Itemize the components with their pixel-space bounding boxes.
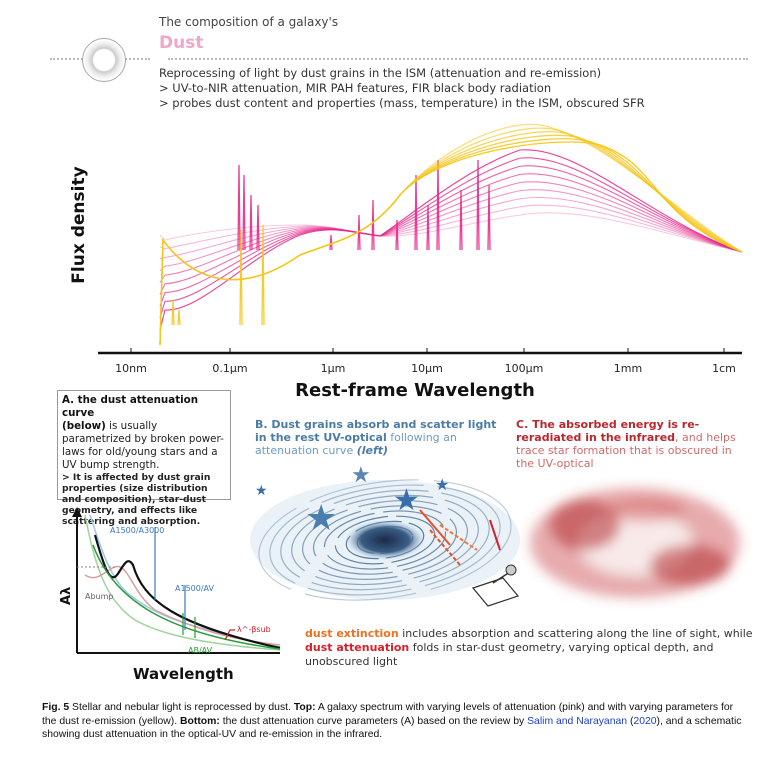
dust-emission-image — [530, 488, 740, 598]
star-tiny2-icon: ★ — [435, 475, 449, 494]
attenuation-curve-plot: A1500/A3000 A1500/AV Abump AB/AV λ^-βsub… — [59, 507, 281, 683]
caption-bottom: Bottom: — [180, 715, 220, 727]
desc-line-1: Reprocessing of light by dust grains in … — [159, 66, 602, 80]
panel-c-text: C. The absorbed energy is re-reradiated … — [516, 418, 741, 470]
bottom-explanation: dust extinction includes absorption and … — [305, 627, 755, 669]
star-large-icon: ★ — [305, 498, 337, 539]
panel-a-title: A. the dust attenuation curve — [62, 394, 199, 419]
att-y-arrow — [72, 507, 82, 517]
bottom-text-2: folds in star-dust geometry, varying opt… — [305, 641, 714, 668]
panel-a-below: (below) — [62, 420, 106, 432]
caption-t4: ), and a schematic showing dust attenuat… — [42, 715, 742, 741]
att-xlabel: Wavelength — [133, 665, 234, 683]
label-ratio3: AB/AV — [188, 646, 213, 655]
divider-right — [168, 58, 748, 60]
light-ray-3 — [439, 524, 478, 551]
galaxy-schematic: ★ ★ ★ ★ ★ — [250, 463, 520, 607]
caption-top: Top: — [293, 702, 316, 713]
telescope-icon — [471, 564, 520, 607]
caption-t1: Stellar and nebular light is reprocessed… — [69, 702, 294, 713]
panel-b-normal: following an attenuation curve — [255, 431, 457, 457]
figure-caption: Fig. 5 Stellar and nebular light is repr… — [42, 701, 742, 742]
header-title: Dust — [159, 33, 204, 53]
curve-green-light — [84, 514, 281, 651]
panel-b-left: (left) — [356, 444, 389, 457]
caption-t3: the dust attenuation curve parameters (A… — [219, 715, 528, 727]
caption-t2: A galaxy spectrum with varying levels of… — [42, 702, 734, 727]
panel-b-bold: B. Dust grains absorb and scatter light … — [255, 418, 497, 444]
tick-0.1um: 0.1μm — [212, 362, 248, 375]
attenuation-term: dust attenuation — [305, 641, 410, 654]
panel-c-normal: , and helps trace star formation that is… — [516, 431, 736, 470]
panel-b-text: B. Dust grains absorb and scatter light … — [255, 418, 500, 457]
label-bump: Abump — [85, 592, 114, 601]
header-kicker: The composition of a galaxy's — [159, 15, 339, 29]
caption-ref-link[interactable]: Salim and Narayanan — [527, 715, 628, 727]
extinction-term: dust extinction — [305, 627, 399, 640]
caption-paren: ( — [627, 715, 634, 727]
tick-1cm: 1cm — [712, 362, 736, 375]
star-medium-icon: ★ — [393, 483, 420, 518]
spectrum-tick-marks — [130, 348, 725, 353]
bottom-text-1: includes absorption and scattering along… — [398, 627, 753, 640]
star-tiny-icon: ★ — [255, 483, 268, 499]
curve-green — [92, 544, 281, 650]
star-small-icon: ★ — [351, 463, 371, 488]
light-ray-2 — [429, 529, 461, 566]
tick-10nm: 10nm — [115, 362, 147, 375]
caption-fig: Fig. 5 — [42, 702, 70, 713]
panel-a-text2: > It is affected by dust grain propertie… — [62, 472, 211, 527]
att-ylabel: Aλ — [59, 587, 74, 605]
tick-100um: 100μm — [504, 362, 544, 375]
tick-1mm: 1mm — [613, 362, 643, 375]
panel-a-text: is usually parametrized by broken power-… — [62, 420, 224, 471]
label-ratio2: A1500/AV — [175, 584, 214, 593]
panel-c-bold: C. The absorbed energy is re-reradiated … — [516, 418, 700, 444]
spectrum-curves — [159, 123, 743, 346]
header-description: Reprocessing of light by dust grains in … — [159, 66, 645, 111]
curve-blue — [89, 514, 281, 648]
spectrum-xlabel: Rest-frame Wavelength — [295, 380, 535, 401]
desc-line-3: > probes dust content and properties (ma… — [159, 96, 645, 110]
powerlaw-pointer — [224, 629, 235, 641]
panel-a-textbox: A. the dust attenuation curve (below) is… — [57, 390, 231, 527]
caption-year-link[interactable]: 2020 — [633, 715, 657, 727]
galaxy-core — [345, 520, 425, 560]
ir-ray — [489, 519, 501, 551]
label-powerlaw: λ^-βsub — [237, 625, 271, 634]
desc-line-2: > UV-to-NIR attenuation, MIR PAH feature… — [159, 81, 552, 95]
dust-grain-icon — [82, 38, 126, 82]
tick-10um: 10μm — [411, 362, 443, 375]
galaxy-spiral-arms — [258, 479, 512, 601]
spectrum-plot — [98, 123, 743, 355]
light-ray-1 — [419, 509, 451, 546]
label-ratio1: A1500/A3000 — [110, 526, 164, 535]
tick-1um: 1μm — [320, 362, 346, 375]
